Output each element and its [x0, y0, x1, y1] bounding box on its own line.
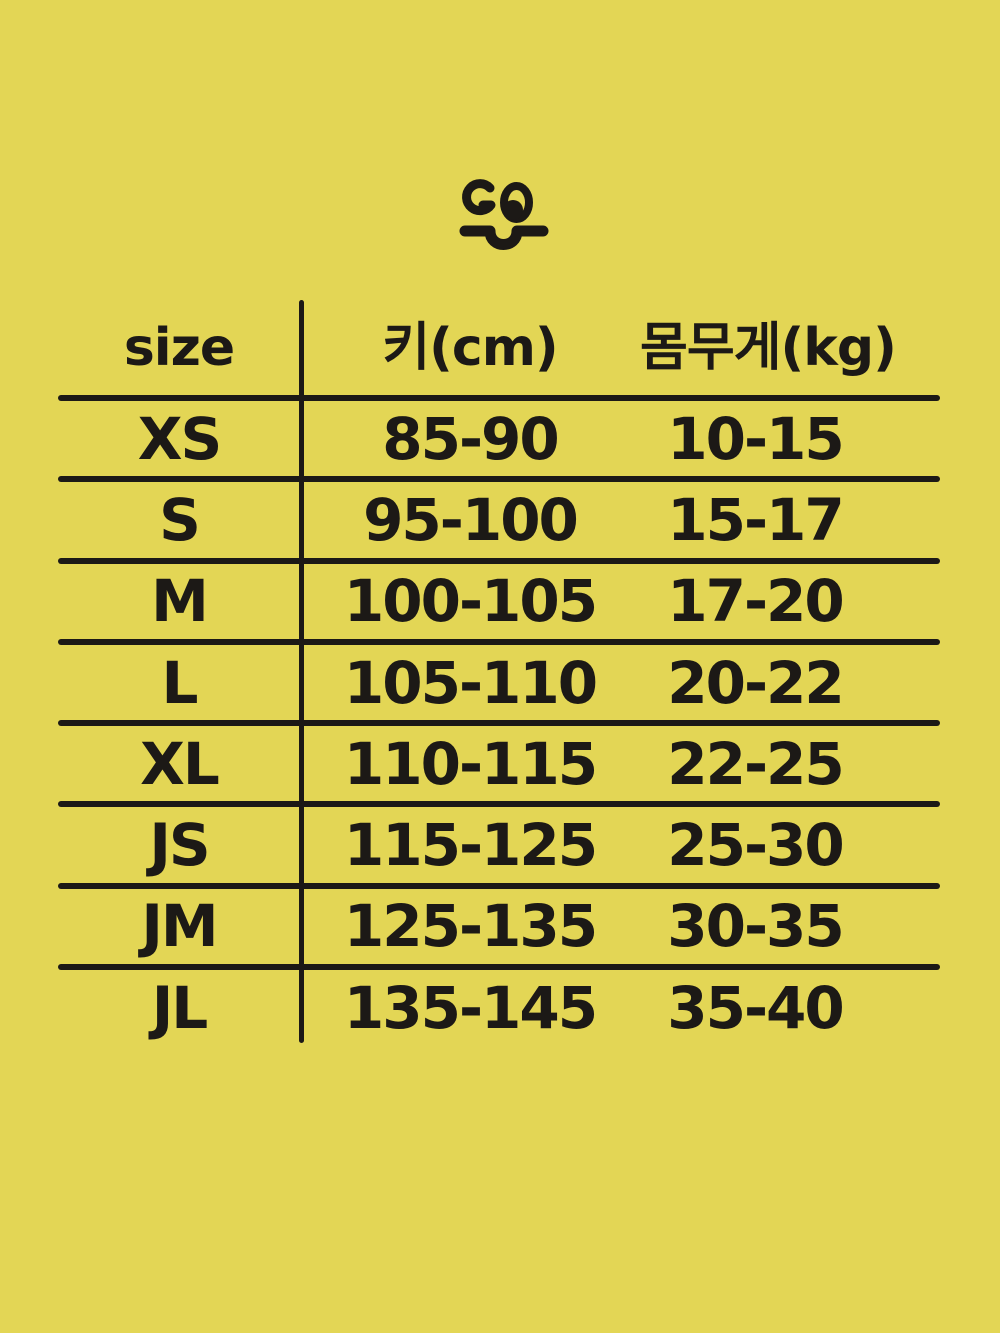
logo-smile	[459, 225, 549, 250]
row-divider	[58, 801, 940, 808]
row-divider	[58, 964, 940, 971]
weight-cell: 30-35	[667, 892, 845, 961]
column-header-size: size	[123, 317, 235, 378]
table-header-row: size 키(cm) 몸무게(kg)	[58, 300, 940, 395]
column-header-height: 키(cm)	[382, 317, 558, 378]
size-cell: XS	[137, 404, 223, 473]
weight-cell: 17-20	[667, 567, 845, 636]
weight-cell: 15-17	[667, 485, 845, 554]
row-divider	[58, 476, 940, 483]
table-row-jl: JL 135-145 35-40	[58, 970, 940, 1045]
height-cell: 100-105	[343, 567, 598, 636]
height-cell: 110-115	[343, 729, 598, 798]
size-cell: S	[159, 485, 201, 554]
table-row-s: S 95-100 15-17	[58, 482, 940, 557]
table-row-xl: XL 110-115 22-25	[58, 726, 940, 801]
size-cell: XL	[140, 729, 220, 798]
row-divider	[58, 638, 940, 645]
logo-right-eye-pupil	[503, 200, 523, 220]
table-row-js: JS 115-125 25-30	[58, 807, 940, 882]
go-smiley-face-icon	[459, 179, 549, 250]
size-cell: M	[151, 567, 209, 636]
weight-cell: 20-22	[667, 648, 845, 717]
height-cell: 135-145	[343, 973, 598, 1042]
size-table: size 키(cm) 몸무게(kg) XS 85-90 10-15 S 95-1…	[58, 300, 940, 1045]
table-row-l: L 105-110 20-22	[58, 645, 940, 720]
row-divider	[58, 882, 940, 889]
row-divider	[58, 557, 940, 564]
size-cell: JS	[149, 811, 210, 880]
size-cell: L	[161, 648, 199, 717]
weight-cell: 35-40	[667, 973, 845, 1042]
size-cell: JM	[141, 892, 218, 961]
table-vertical-divider	[299, 300, 304, 1043]
height-cell: 105-110	[343, 648, 598, 717]
row-divider	[58, 720, 940, 727]
weight-cell: 25-30	[667, 811, 845, 880]
height-cell: 115-125	[343, 811, 598, 880]
height-cell: 125-135	[343, 892, 598, 961]
height-cell: 95-100	[363, 485, 579, 554]
column-header-weight: 몸무게(kg)	[640, 317, 897, 378]
table-row-xs: XS 85-90 10-15	[58, 401, 940, 476]
row-divider	[58, 395, 940, 401]
logo-left-eye-g	[462, 179, 496, 216]
table-row-jm: JM 125-135 30-35	[58, 889, 940, 964]
height-cell: 85-90	[382, 404, 560, 473]
size-cell: JL	[151, 973, 209, 1042]
weight-cell: 22-25	[667, 729, 845, 798]
table-row-m: M 100-105 17-20	[58, 564, 940, 639]
weight-cell: 10-15	[667, 404, 845, 473]
